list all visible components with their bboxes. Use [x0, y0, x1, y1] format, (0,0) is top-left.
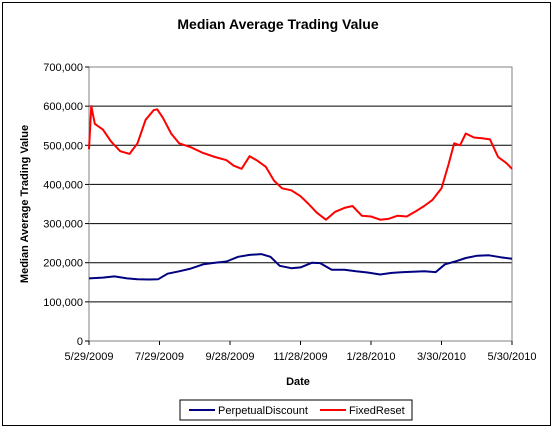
series-lines — [88, 105, 513, 281]
x-tick-label: 11/28/2009 — [273, 351, 327, 363]
y-tick-label: 700,000 — [43, 62, 83, 74]
x-tick-label: 3/30/2010 — [417, 351, 466, 363]
legend: PerpetualDiscount FixedReset — [179, 399, 413, 421]
series-line-fixedreset — [88, 105, 513, 221]
plot-area — [88, 66, 513, 342]
y-axis-title: Median Average Trading Value — [19, 125, 31, 283]
x-axis-title: Date — [286, 376, 310, 388]
legend-box — [179, 399, 413, 421]
gridlines — [89, 105, 512, 303]
y-axis: 0 100,000 200,000 300,000 400,000 500,000 600,… — [43, 62, 89, 348]
chart-frame — [2, 2, 551, 426]
legend-label-perpetualdiscount: PerpetualDiscount — [218, 405, 308, 417]
x-tick-label: 7/29/2009 — [135, 351, 184, 363]
y-tick-label: 0 — [77, 336, 83, 348]
y-tick-label: 500,000 — [43, 140, 83, 152]
y-tick-label: 300,000 — [43, 219, 83, 231]
y-tick-label: 600,000 — [43, 101, 83, 113]
series-line-perpetualdiscount — [88, 253, 513, 281]
chart-title: Median Average Trading Value — [177, 16, 378, 32]
y-tick-label: 200,000 — [43, 258, 83, 270]
x-axis: 5/29/2009 7/29/2009 9/28/2009 11/28/2009 1/2… — [65, 341, 537, 363]
x-tick-label: 5/29/2009 — [65, 351, 114, 363]
legend-label-fixedreset: FixedReset — [349, 405, 405, 417]
x-tick-label: 1/28/2010 — [347, 351, 396, 363]
y-tick-label: 400,000 — [43, 179, 83, 191]
x-tick-label: 5/30/2010 — [488, 351, 537, 363]
x-tick-label: 9/28/2009 — [206, 351, 255, 363]
y-tick-label: 100,000 — [43, 297, 83, 309]
